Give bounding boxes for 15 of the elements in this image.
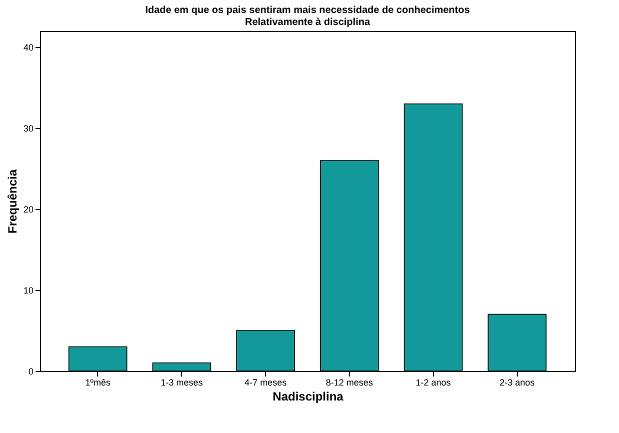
y-tick-label: 20 — [23, 204, 34, 215]
x-tick-label: 4-7 meses — [244, 378, 288, 388]
x-tick-label: 1-3 meses — [160, 378, 204, 388]
y-axis-title: Frequência — [5, 169, 20, 234]
x-tick-label: 1-2 anos — [416, 378, 452, 388]
y-tick-label: 30 — [23, 124, 34, 134]
text: Relativamente à disciplina — [244, 17, 370, 28]
y-tick-label: 40 — [23, 42, 34, 53]
x-tick-label: 8-12 meses — [326, 378, 374, 388]
y-tick-label: 10 — [23, 286, 34, 296]
text: Idade em que os pais sentiram mais necessidade de conhecimentos — [145, 5, 470, 16]
x-tick-label: 1ºmês — [85, 378, 112, 388]
y-tick-label: 0 — [28, 366, 34, 376]
x-tick-label: 2-3 anos — [500, 378, 536, 388]
x-axis-title: Nadisciplina — [272, 390, 344, 404]
